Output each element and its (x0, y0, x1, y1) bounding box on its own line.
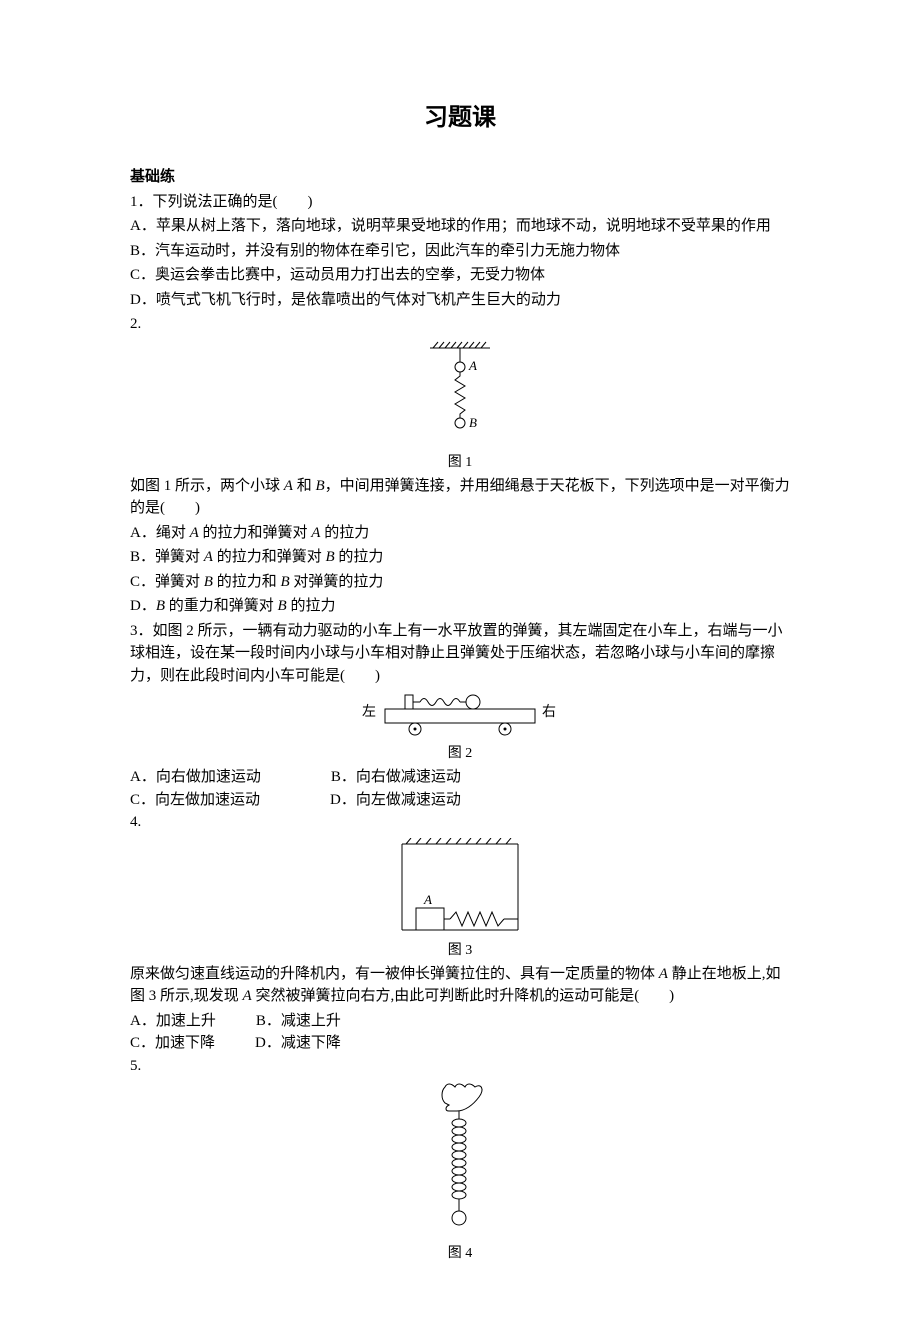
q4-opts-row1: A．加速上升 B．减速上升 (130, 1010, 790, 1033)
q4-optC: C．加速下降 (130, 1032, 215, 1055)
q4-figure: A 图 3 (130, 838, 790, 961)
q3-opts-row1: A．向右做加速运动 B．向右做减速运动 (130, 766, 790, 789)
q1-optA: A．苹果从树上落下，落向地球，说明苹果受地球的作用；而地球不动，说明地球不受苹果… (130, 215, 790, 238)
q4-num: 4. (130, 811, 790, 834)
q2-figure: A B 图 1 (130, 340, 790, 473)
q3-optD: D．向左做减速运动 (330, 789, 461, 812)
q4-optD: D．减速下降 (255, 1032, 341, 1055)
q2-optC: C．弹簧对 B 的拉力和 B 对弹簧的拉力 (130, 571, 790, 594)
q2-optA: A．绳对 A 的拉力和弹簧对 A 的拉力 (130, 522, 790, 545)
svg-text:A: A (423, 892, 432, 907)
svg-text:右: 右 (542, 704, 556, 720)
q4-caption: 图 3 (130, 940, 790, 961)
q2-optB: B．弹簧对 A 的拉力和弹簧对 B 的拉力 (130, 546, 790, 569)
q3-optC: C．向左做加速运动 (130, 789, 260, 812)
q3-optB: B．向右做减速运动 (331, 766, 461, 789)
q3-caption: 图 2 (130, 743, 790, 764)
section-heading: 基础练 (130, 166, 790, 189)
q3-opts-row2: C．向左做加速运动 D．向左做减速运动 (130, 789, 790, 812)
q4-optB: B．减速上升 (256, 1010, 341, 1033)
q5-caption: 图 4 (130, 1243, 790, 1264)
q2-caption: 图 1 (130, 452, 790, 473)
svg-text:A: A (468, 358, 477, 373)
q2-optD: D．B 的重力和弹簧对 B 的拉力 (130, 595, 790, 618)
q5-figure: 图 4 (130, 1081, 790, 1264)
q2-num: 2. (130, 313, 790, 336)
q4-opts-row2: C．加速下降 D．减速下降 (130, 1032, 790, 1055)
q1-optB: B．汽车运动时，并没有别的物体在牵引它，因此汽车的牵引力无施力物体 (130, 240, 790, 263)
q3-optA: A．向右做加速运动 (130, 766, 261, 789)
q4-stem: 原来做匀速直线运动的升降机内，有一被伸长弹簧拉住的、具有一定质量的物体 A 静止… (130, 963, 790, 1008)
svg-text:左: 左 (362, 704, 376, 720)
q4-optA: A．加速上升 (130, 1010, 216, 1033)
page-title: 习题课 (130, 100, 790, 136)
q5-num: 5. (130, 1055, 790, 1078)
svg-text:B: B (469, 415, 477, 430)
q2-stem: 如图 1 所示，两个小球 A 和 B，中间用弹簧连接，并用细绳悬于天花板下，下列… (130, 475, 790, 520)
q1-optD: D．喷气式飞机飞行时，是依靠喷出的气体对飞机产生巨大的动力 (130, 289, 790, 312)
q3-stem: 3．如图 2 所示，一辆有动力驱动的小车上有一水平放置的弹簧，其左端固定在小车上… (130, 620, 790, 688)
q3-figure: 左 右 图 2 (130, 691, 790, 764)
q1-optC: C．奥运会拳击比赛中，运动员用力打出去的空拳，无受力物体 (130, 264, 790, 287)
q1-stem: 1．下列说法正确的是( ) (130, 191, 790, 214)
